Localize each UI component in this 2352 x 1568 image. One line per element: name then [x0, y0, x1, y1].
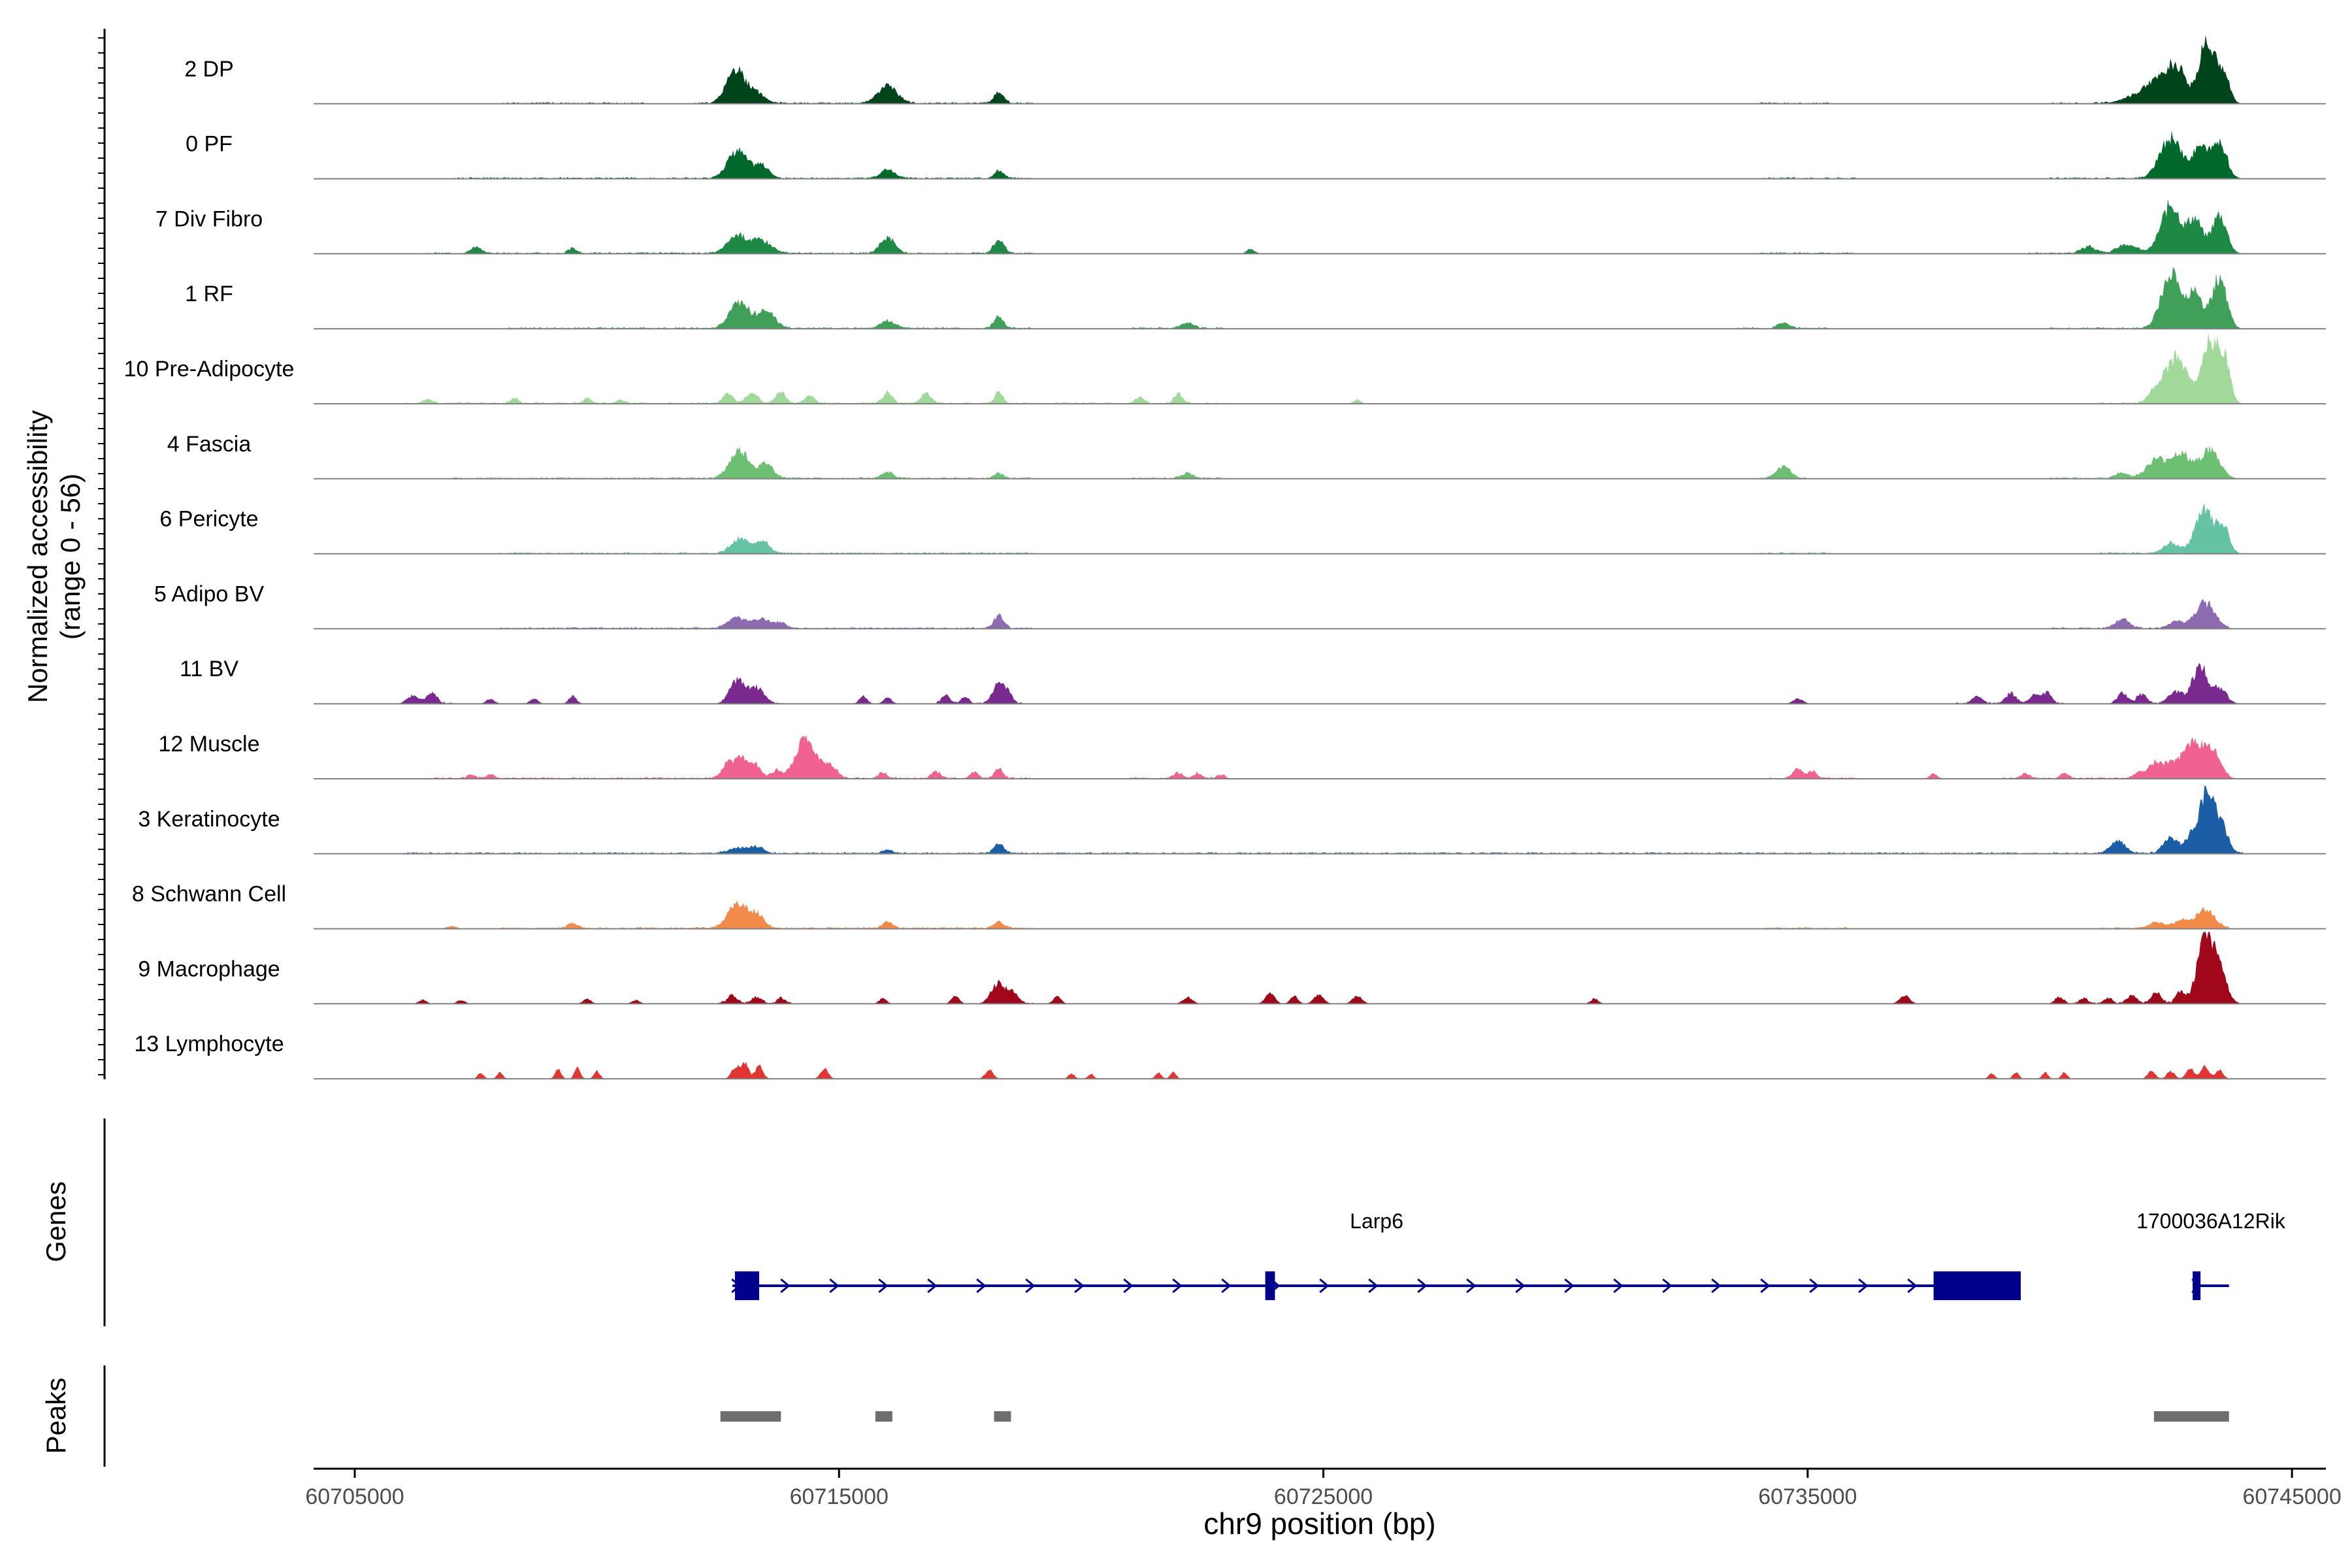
strand-arrow — [1368, 1278, 1379, 1294]
x-tick-label: 60735000 — [1758, 1484, 1857, 1509]
strand-arrow — [1172, 1278, 1183, 1294]
strand-arrow — [1123, 1278, 1134, 1294]
track-label: 3 Keratinocyte — [138, 807, 280, 832]
strand-arrow — [976, 1278, 987, 1294]
strand-arrow — [878, 1278, 889, 1294]
peak-region — [994, 1411, 1011, 1422]
strand-arrow — [1221, 1278, 1232, 1294]
track-2-dp: 2 DP — [184, 35, 2326, 105]
strand-arrow — [1564, 1278, 1575, 1294]
exon — [1933, 1271, 2021, 1300]
coverage-y-axis-label-line2: (range 0 - 56) — [55, 474, 86, 640]
strand-arrow — [927, 1278, 938, 1294]
track-label: 2 DP — [184, 57, 234, 82]
exon — [734, 1271, 759, 1300]
x-tick-label: 60715000 — [790, 1484, 889, 1509]
track-5-adipo-bv: 5 Adipo BV — [154, 581, 2326, 630]
x-tick-label: 60705000 — [305, 1484, 404, 1509]
track-label: 11 BV — [180, 657, 238, 681]
track-label: 9 Macrophage — [138, 956, 280, 981]
track-4-fascia: 4 Fascia — [167, 432, 2326, 480]
gene-1700036a12rik: 1700036A12Rik — [2136, 1209, 2286, 1300]
coverage-area — [314, 599, 2326, 629]
track-11-bv: 11 BV — [180, 657, 2326, 705]
strand-arrow — [1711, 1278, 1722, 1294]
strand-arrow — [1858, 1278, 1869, 1294]
strand-arrow — [1662, 1278, 1673, 1294]
peak-region — [2153, 1411, 2229, 1422]
track-0-pf: 0 PF — [186, 130, 2326, 180]
track-8-schwann-cell: 8 Schwann Cell — [132, 882, 2326, 930]
genes-track-label: Genes — [41, 1181, 71, 1262]
track-label: 12 Muscle — [159, 732, 260, 757]
track-10-pre-adipocyte: 10 Pre-Adipocyte — [124, 332, 2326, 404]
coverage-area — [314, 662, 2326, 704]
strand-arrow — [1025, 1278, 1036, 1294]
coverage-tracks: 2 DP 0 PF 7 Div Fibro 1 RF 10 Pre-Adipocyte 4… — [124, 35, 2326, 1080]
track-label: 5 Adipo BV — [154, 581, 265, 606]
track-label: 8 Schwann Cell — [132, 882, 286, 907]
strand-arrow — [1417, 1278, 1428, 1294]
strand-arrow — [1809, 1278, 1820, 1294]
strand-arrow — [1515, 1278, 1526, 1294]
peaks-track-label: Peaks — [41, 1378, 71, 1454]
coverage-y-axis-ticks — [98, 37, 105, 1075]
strand-arrow — [1074, 1278, 1085, 1294]
x-tick-label: 60745000 — [2242, 1484, 2341, 1509]
strand-arrow — [1613, 1278, 1624, 1294]
track-label: 4 Fascia — [167, 432, 252, 457]
strand-arrow — [1760, 1278, 1771, 1294]
coverage-area — [314, 785, 2326, 854]
track-label: 1 RF — [185, 282, 233, 306]
track-3-keratinocyte: 3 Keratinocyte — [138, 785, 2326, 855]
exon — [1265, 1271, 1275, 1300]
coverage-y-axis-label-line1: Normalized accessibility — [22, 410, 53, 703]
gene-label: 1700036A12Rik — [2136, 1209, 2286, 1233]
coverage-area — [314, 445, 2326, 479]
exon — [2193, 1271, 2201, 1300]
strand-arrow — [1466, 1278, 1477, 1294]
strand-arrow — [829, 1278, 840, 1294]
peak-region — [875, 1411, 892, 1422]
strand-arrow — [1907, 1278, 1918, 1294]
track-13-lymphocyte: 13 Lymphocyte — [134, 1032, 2326, 1080]
peak-region — [720, 1411, 781, 1422]
track-label: 7 Div Fibro — [155, 206, 263, 231]
track-label: 10 Pre-Adipocyte — [124, 357, 295, 382]
x-axis-label: chr9 position (bp) — [1203, 1507, 1435, 1541]
track-label: 0 PF — [186, 132, 233, 157]
track-6-pericyte: 6 Pericyte — [159, 503, 2326, 555]
coverage-area — [314, 735, 2326, 779]
track-7-div-fibro: 7 Div Fibro — [155, 199, 2326, 255]
track-label: 13 Lymphocyte — [134, 1032, 284, 1056]
gene-label: Larp6 — [1350, 1209, 1403, 1233]
track-12-muscle: 12 Muscle — [159, 732, 2326, 779]
gene-larp6: Larp6 — [731, 1209, 2021, 1300]
x-axis-ticks: 60705000 60715000 60725000 60735000 60745000 — [305, 1469, 2342, 1509]
track-1-rf: 1 RF — [185, 267, 2326, 330]
gene-annotations: Larp6 1700036A12Rik — [731, 1209, 2286, 1300]
peak-regions — [720, 1411, 2229, 1422]
track-label: 6 Pericyte — [159, 507, 258, 532]
track-9-macrophage: 9 Macrophage — [138, 932, 2326, 1005]
coverage-area — [314, 199, 2326, 254]
strand-arrow — [780, 1278, 791, 1294]
x-tick-label: 60725000 — [1274, 1484, 1373, 1509]
strand-arrow — [1319, 1278, 1330, 1294]
